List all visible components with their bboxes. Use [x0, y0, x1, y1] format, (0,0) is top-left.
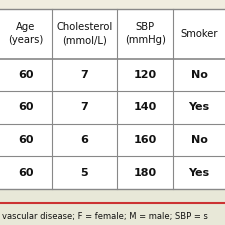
- Text: 160: 160: [133, 135, 157, 145]
- Text: 5: 5: [81, 168, 88, 178]
- Text: 6: 6: [81, 135, 88, 145]
- Bar: [0, 9, 225, 189]
- Text: Age
(years): Age (years): [8, 22, 43, 45]
- Bar: [0, 189, 225, 225]
- Text: 60: 60: [18, 135, 34, 145]
- Text: vascular disease; F = female; M = male; SBP = s: vascular disease; F = female; M = male; …: [2, 212, 208, 220]
- Text: 60: 60: [18, 70, 34, 80]
- Text: 180: 180: [134, 168, 157, 178]
- Text: Smoker: Smoker: [180, 29, 218, 39]
- Text: Cholesterol
(mmol/L): Cholesterol (mmol/L): [56, 22, 112, 45]
- Text: 140: 140: [133, 102, 157, 112]
- Text: Yes: Yes: [189, 102, 210, 112]
- Text: SBP
(mmHg): SBP (mmHg): [125, 22, 166, 45]
- Text: 60: 60: [18, 102, 34, 112]
- Text: No: No: [191, 70, 207, 80]
- Text: 120: 120: [134, 70, 157, 80]
- Text: No: No: [191, 135, 207, 145]
- Text: 7: 7: [81, 102, 88, 112]
- Text: Yes: Yes: [189, 168, 210, 178]
- Text: 60: 60: [18, 168, 34, 178]
- Text: 7: 7: [81, 70, 88, 80]
